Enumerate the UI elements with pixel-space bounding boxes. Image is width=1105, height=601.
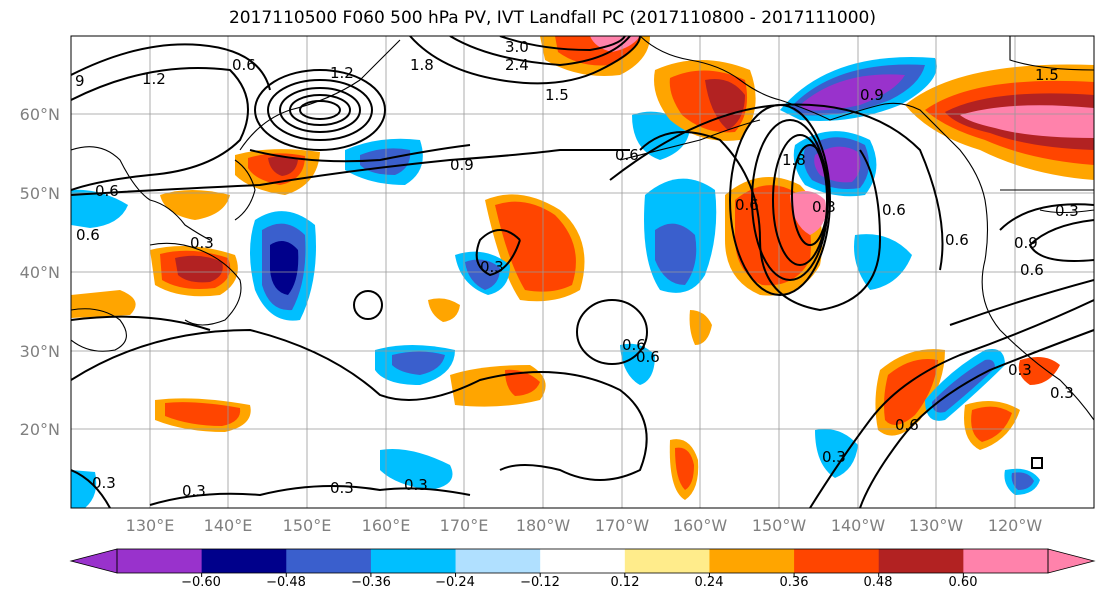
contour-label: 0.6: [636, 348, 660, 366]
colorbar-tick-label: 0.12: [611, 575, 640, 590]
lon-labels: 130°E 140°E 150°E 160°E 170°E 180°W 170°…: [126, 516, 1043, 535]
contour-label: 0.6: [895, 416, 919, 434]
colorbar-tick-label: 0.24: [695, 575, 724, 590]
contour-label: 0.3: [1050, 384, 1074, 402]
contour-label: 0.6: [1020, 261, 1044, 279]
contour-label: 0.3: [92, 474, 116, 492]
lat-label: 20°N: [20, 420, 60, 439]
colorbar-extend-min: [69, 548, 118, 574]
lon-label: 160°W: [673, 516, 728, 535]
colorbar-segment: [286, 549, 372, 573]
contour-label: 0.6: [622, 336, 646, 354]
contour-labels: 9 1.2 0.6 1.2 1.8 3.0 2.4 1.5 0.9 0.6 0.…: [75, 38, 1079, 500]
colorbar-tick-label: 0.36: [780, 575, 809, 590]
colorbar-segment: [794, 549, 880, 573]
lon-label: 130°W: [909, 516, 964, 535]
contour-label: 0.9: [1014, 234, 1038, 252]
contour-label: 0.3: [190, 234, 214, 252]
lat-label: 30°N: [20, 342, 60, 361]
lon-label: 170°W: [595, 516, 650, 535]
contour-label: 1.8: [782, 151, 806, 169]
contour-label: 9: [75, 72, 85, 90]
contour-label: 1.2: [330, 64, 354, 82]
contour-label: 0.6: [882, 201, 906, 219]
lon-label: 160°E: [362, 516, 411, 535]
colorbar-tick-label: −0.36: [351, 575, 391, 590]
contour-label: 0.3: [480, 258, 504, 276]
lat-label: 60°N: [20, 105, 60, 124]
colorbar-segment: [963, 549, 1049, 573]
contour-label: 0.9: [450, 156, 474, 174]
lon-label: 120°W: [988, 516, 1043, 535]
colorbar-extend-max: [1047, 548, 1096, 574]
contour-label: 0.3: [1008, 361, 1032, 379]
colorbar: [69, 548, 1096, 577]
colorbar-frame: [116, 548, 1049, 574]
colorbar-segment: [201, 549, 287, 573]
lat-label: 50°N: [20, 184, 60, 203]
contour-label: 0.3: [812, 198, 836, 216]
coastlines: [71, 36, 1094, 421]
contour-label: 1.5: [1035, 66, 1059, 84]
contour-label: 0.6: [735, 196, 759, 214]
colorbar-tick-label: 0.48: [864, 575, 893, 590]
lon-label: 180°W: [516, 516, 571, 535]
colorbar-tick-label: −0.12: [520, 575, 560, 590]
colorbar-segment: [709, 549, 795, 573]
colorbar-segment: [624, 549, 710, 573]
colorbar-segment: [878, 549, 964, 573]
colorbar-segment: [455, 549, 541, 573]
lat-label: 40°N: [20, 263, 60, 282]
lon-label: 130°E: [126, 516, 175, 535]
lon-label: 150°E: [283, 516, 332, 535]
contour-label: 0.3: [182, 482, 206, 500]
contour-label: 0.6: [615, 146, 639, 164]
contour-label: 0.3: [330, 479, 354, 497]
map-title: 2017110500 F060 500 hPa PV, IVT Landfall…: [228, 8, 876, 28]
colorbar-tick-labels: −0.60 −0.48 −0.36 −0.24 −0.12 0.12 0.24 …: [181, 575, 977, 590]
lon-label: 140°W: [831, 516, 886, 535]
colorbar-segment: [540, 549, 626, 573]
contour-label: 0.6: [945, 231, 969, 249]
contour-label: 3.0: [505, 38, 529, 56]
graticule: [71, 36, 1094, 508]
pv-contours: [71, 36, 1094, 508]
lon-label: 170°E: [440, 516, 489, 535]
colorbar-tick-label: −0.48: [266, 575, 306, 590]
contour-label: 1.2: [142, 70, 166, 88]
colorbar-tick-label: −0.60: [181, 575, 221, 590]
map-panel: 9 1.2 0.6 1.2 1.8 3.0 2.4 1.5 0.9 0.6 0.…: [71, 36, 1094, 508]
contour-label: 0.6: [76, 226, 100, 244]
contour-label: 0.6: [232, 56, 256, 74]
contour-label: 0.3: [404, 476, 428, 494]
colorbar-tick-label: −0.24: [435, 575, 475, 590]
contour-label: 0.3: [1055, 202, 1079, 220]
colorbar-segment: [370, 549, 457, 573]
contour-label: 2.4: [505, 56, 529, 74]
colorbar-segment: [117, 549, 203, 573]
colorbar-tick-label: 0.60: [949, 575, 978, 590]
contour-label: 1.5: [545, 86, 569, 104]
map-frame: [70, 35, 1095, 509]
contour-label: 1.8: [410, 56, 434, 74]
contour-label: 0.3: [822, 448, 846, 466]
contour-label: 0.9: [860, 86, 884, 104]
lat-labels: 60°N 50°N 40°N 30°N 20°N: [20, 105, 60, 439]
lon-label: 150°W: [752, 516, 807, 535]
lon-label: 140°E: [204, 516, 253, 535]
contour-label: 0.6: [95, 182, 119, 200]
